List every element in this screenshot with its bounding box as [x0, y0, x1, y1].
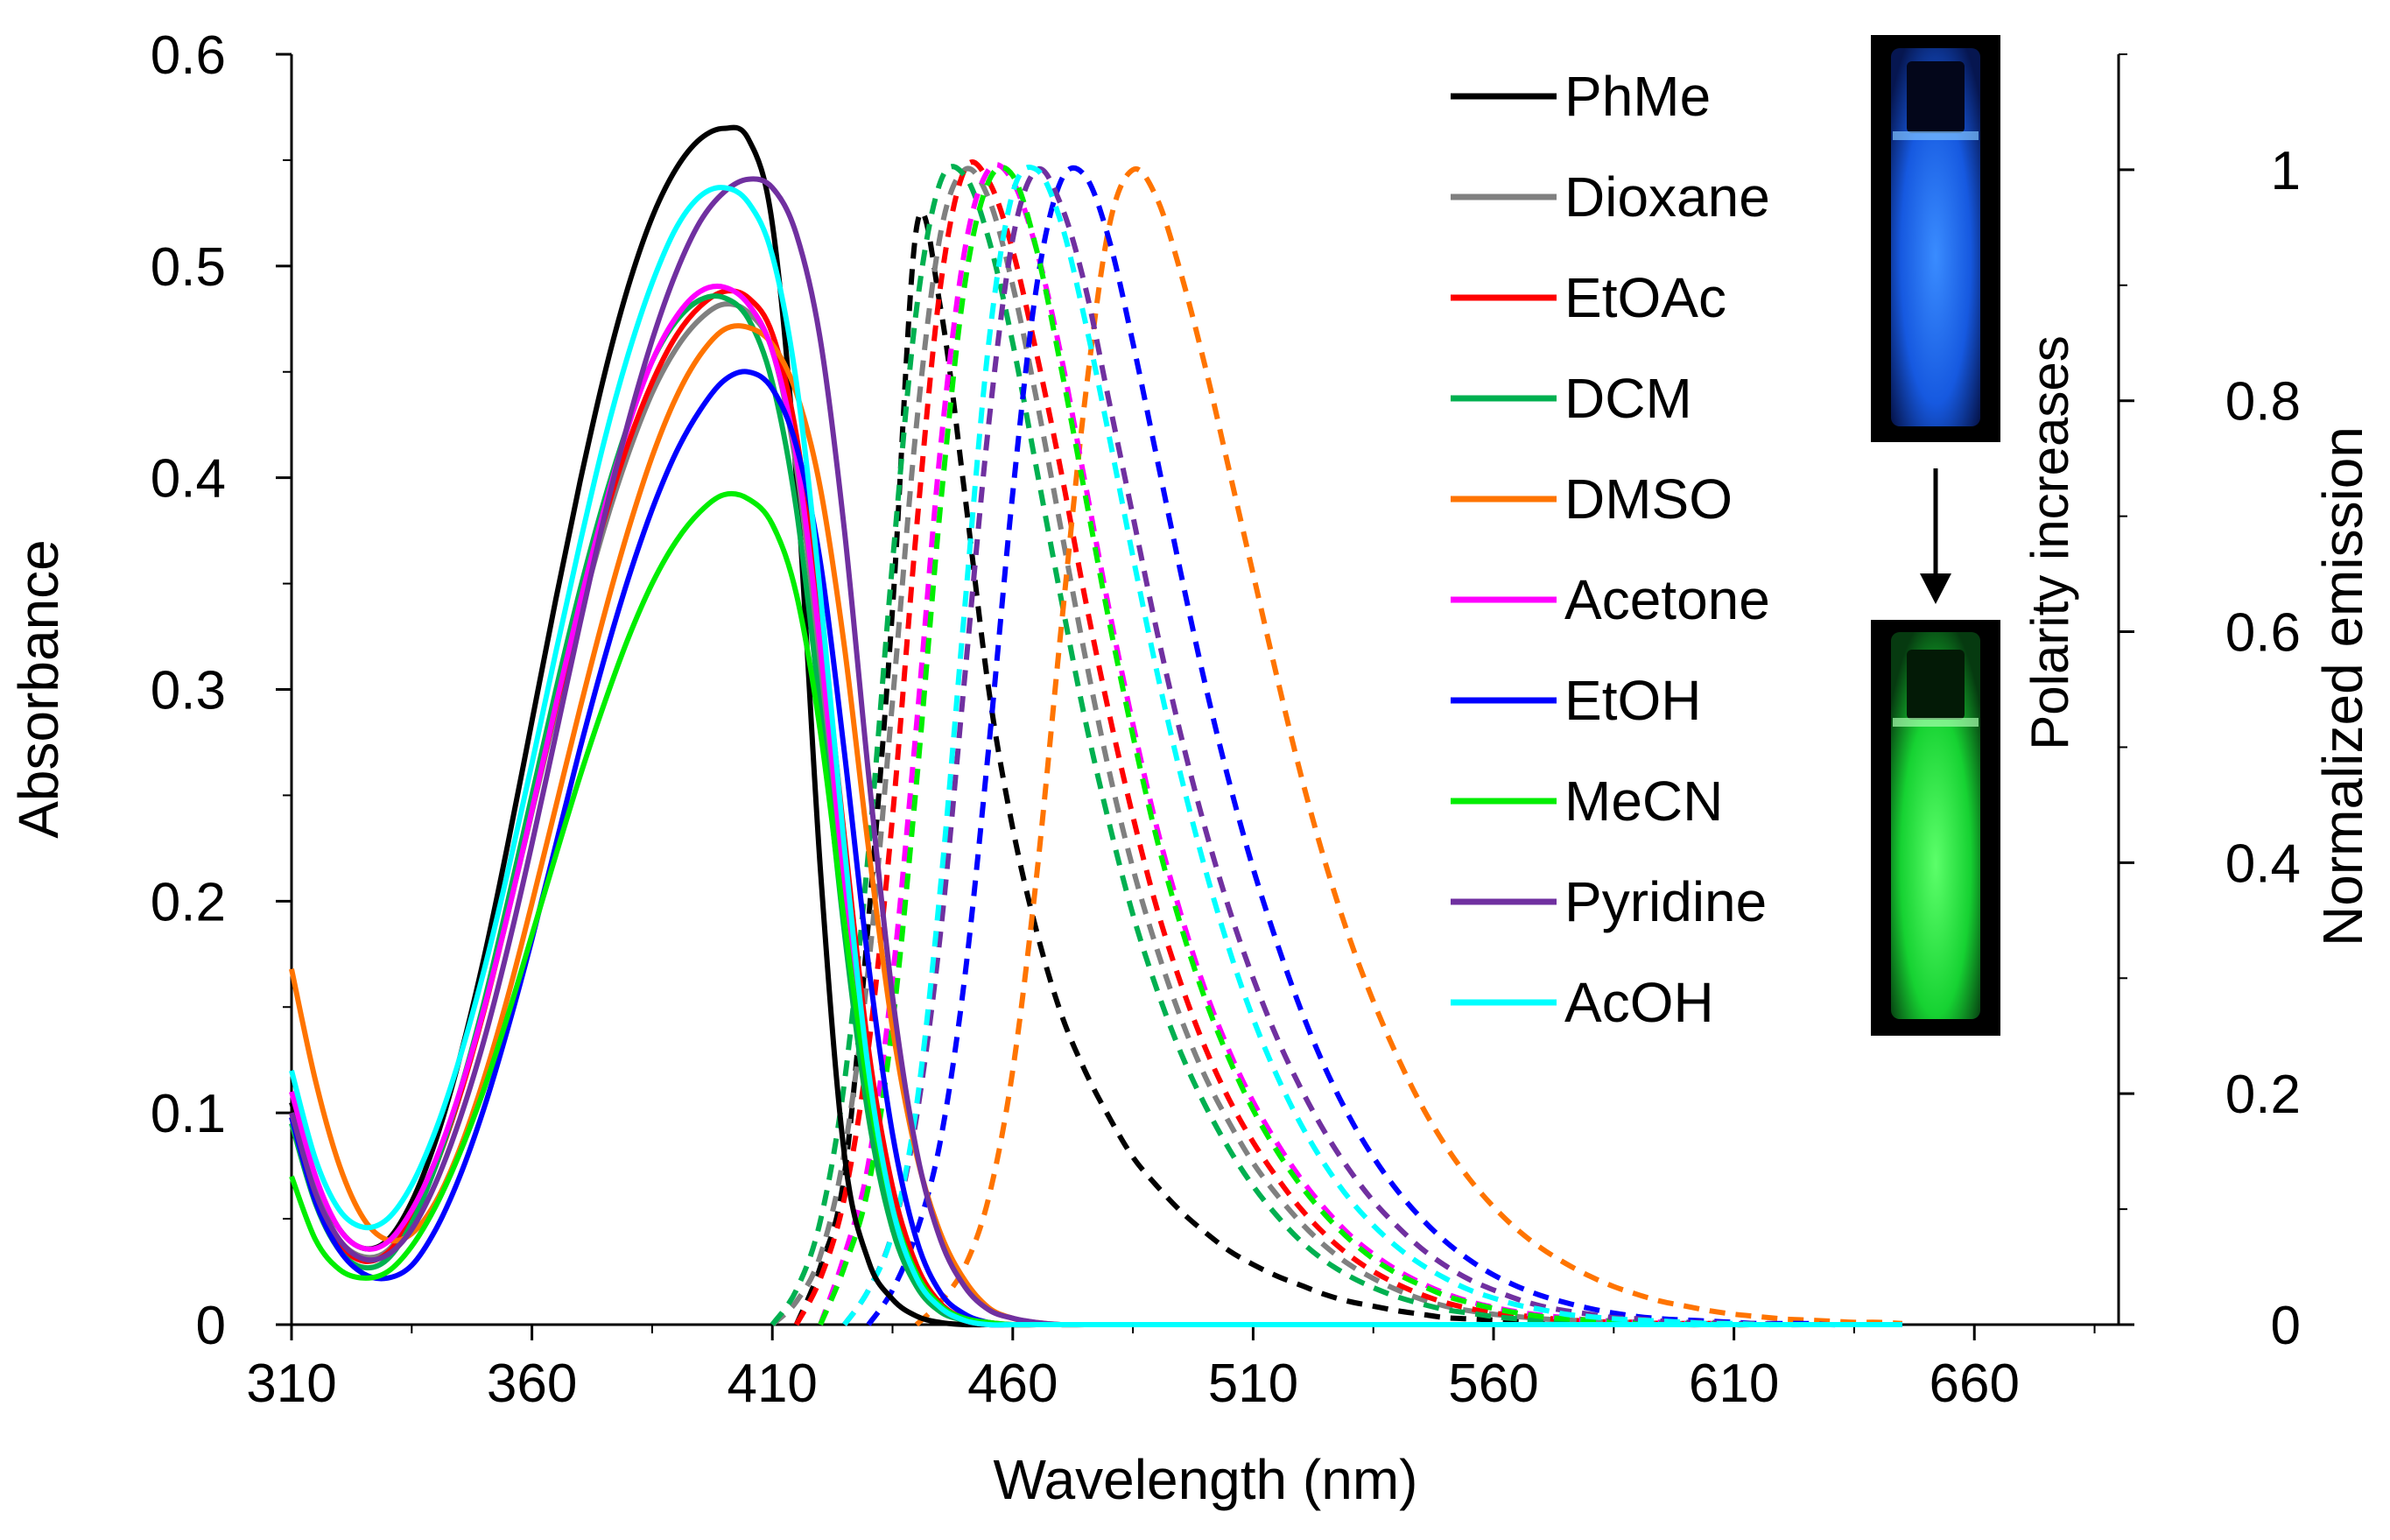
- legend-label-etoh: EtOH: [1564, 669, 1701, 732]
- y-tick-label-right: 0.2: [2225, 1065, 2301, 1125]
- legend-label-dioxane: Dioxane: [1564, 165, 1770, 229]
- down-arrow-icon: [1920, 468, 1951, 604]
- cuvette-green: [1871, 620, 2000, 1036]
- emission-line-dmso: [914, 166, 1903, 1327]
- cuvette-inset: Polarity increases: [1871, 35, 2079, 1036]
- legend-label-phme: PhMe: [1564, 65, 1711, 128]
- x-tick-label: 310: [246, 1354, 336, 1414]
- emission-line-acetone: [818, 162, 1902, 1328]
- x-tick-label: 660: [1930, 1354, 2020, 1414]
- emission-line-pyridine: [842, 165, 1902, 1328]
- tick-labels-layer: 310 360 410 460 510 560 610 660 0 0.1 0.2 0.3 0.4 0.5…: [151, 25, 2301, 1414]
- legend-label-etoac: EtOAc: [1564, 266, 1726, 329]
- y-tick-label-right: 0.4: [2225, 833, 2301, 894]
- y-tick-label-left: 0.3: [151, 661, 226, 721]
- absorption-line-acoh: [289, 185, 1902, 1328]
- y-tick-label-right: 0: [2271, 1296, 2301, 1356]
- legend-label-acetone: Acetone: [1564, 568, 1770, 631]
- x-tick-label: 560: [1448, 1354, 1538, 1414]
- y-tick-label-left: 0.1: [151, 1084, 226, 1144]
- y-tick-label-left: 0.5: [151, 237, 226, 298]
- x-tick-label: 610: [1689, 1354, 1779, 1414]
- legend-label-mecn: MeCN: [1564, 770, 1723, 833]
- y-tick-label-right: 0.8: [2225, 372, 2301, 432]
- legend-label-dmso: DMSO: [1564, 468, 1733, 531]
- legend-label-dcm: DCM: [1564, 367, 1692, 430]
- legend-label-pyridine: Pyridine: [1564, 870, 1767, 933]
- polarity-annotation: Polarity increases: [2021, 335, 2079, 750]
- x-tick-label: 360: [487, 1354, 577, 1414]
- y-tick-label-left: 0.4: [151, 449, 226, 510]
- cuvette-blue: [1871, 35, 2000, 442]
- legend: PhMe Dioxane EtOAc DCM DMSO Acetone EtOH MeCN Py…: [1451, 65, 1770, 1034]
- emission-line-mecn: [818, 165, 1902, 1328]
- y-axis-title-right: Normalized emission: [2311, 426, 2374, 946]
- y-axis-title-left: Absorbance: [7, 539, 70, 839]
- ticks-layer: [276, 53, 2134, 1340]
- x-tick-label: 460: [967, 1354, 1058, 1414]
- y-tick-label-left: 0.2: [151, 872, 226, 932]
- emission-line-phme: [793, 209, 1902, 1328]
- legend-label-acoh: AcOH: [1564, 971, 1714, 1034]
- y-tick-label-right: 0.6: [2225, 603, 2301, 664]
- x-tick-label: 410: [727, 1354, 817, 1414]
- series-layer: [289, 124, 1903, 1328]
- x-axis-title: Wavelength (nm): [994, 1448, 1418, 1511]
- x-tick-label: 510: [1208, 1354, 1298, 1414]
- emission-line-acoh: [842, 165, 1902, 1328]
- emission-line-etoac: [794, 159, 1902, 1328]
- y-tick-label-left: 0: [196, 1296, 226, 1356]
- y-tick-label-left: 0.6: [151, 25, 226, 86]
- y-tick-label-right: 1: [2271, 141, 2301, 201]
